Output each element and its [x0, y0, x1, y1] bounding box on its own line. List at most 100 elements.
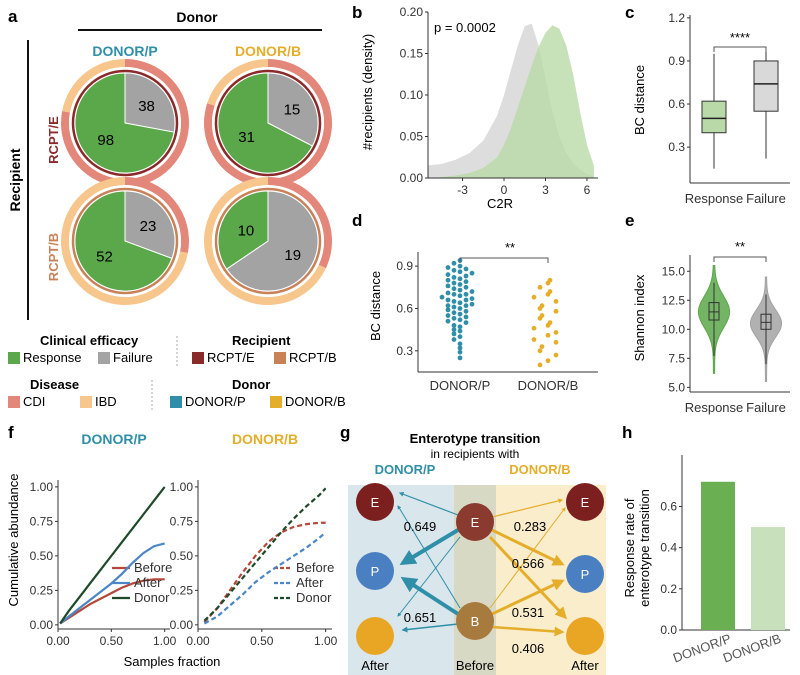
after-right-label: After — [571, 658, 599, 673]
panel-f-subtitle-1: DONOR/B — [232, 431, 298, 447]
line-1-after — [203, 531, 327, 625]
point-donor-b — [553, 352, 559, 358]
violin-0-box — [708, 302, 720, 321]
panel-h-ytick-label-0: 0.0 — [660, 623, 677, 637]
point-donor-b — [531, 337, 537, 342]
node-before-e-label: E — [471, 515, 480, 530]
point-donor-p — [463, 320, 469, 325]
pie-rcpte-donorp-disease-arc-1 — [62, 59, 125, 113]
point-donor-b — [531, 294, 537, 300]
panel-h: h Response rate ofenterotype transition … — [622, 423, 790, 666]
point-donor-p — [445, 307, 451, 313]
point-donor-b — [537, 284, 543, 290]
panel-f-xtick-label-0-1: 0.50 — [100, 634, 124, 648]
panel-b-pvalue: p = 0.0002 — [434, 20, 496, 35]
legend-response-swatch — [8, 352, 20, 364]
node-after-left-b — [356, 617, 394, 655]
edge-be-p — [491, 528, 565, 566]
panel-f-ytick-label-0-1: 0.25 — [30, 583, 54, 597]
edge-be-b — [488, 535, 568, 620]
value-pb-b: 0.651 — [404, 610, 437, 625]
legend-recipient-title: Recipient — [232, 333, 291, 348]
violin-1-box — [760, 313, 772, 330]
panel-b-xlabel: C2R — [487, 196, 513, 211]
panel-h-ylabel: Response rate ofenterotype transition — [622, 489, 652, 607]
legend-rcpt-e-label: RCPT/E — [207, 350, 255, 365]
point-donor-p — [451, 275, 457, 280]
panel-f-xtick-label-1-1: 0.50 — [250, 634, 274, 648]
panel-c-xtick-label-0: Response — [685, 191, 744, 206]
edge-bb-e — [489, 507, 566, 609]
panel-c-sig-bracket — [713, 46, 767, 52]
pie-rcpte-donorp-response-slice — [74, 72, 175, 174]
panel-f: f Cumulative abundance Samples fraction … — [6, 423, 338, 669]
panel-c-ytick-label-3: 1.2 — [668, 11, 685, 25]
node-after-left-e-label: E — [371, 495, 380, 510]
panel-d-xtick-label-1: DONOR/B — [518, 378, 579, 393]
panel-g-title: Enterotype transition — [410, 431, 541, 446]
panel-f-subtitle-0: DONOR/P — [81, 431, 146, 447]
point-donor-p — [451, 323, 457, 328]
point-donor-b — [531, 325, 537, 331]
panel-b-ylabel: #recipients (density) — [360, 34, 375, 150]
point-donor-p — [457, 328, 463, 334]
panel-g-label: g — [340, 423, 350, 442]
panel-c-ytick-label-1: 0.6 — [668, 97, 685, 111]
point-donor-p — [469, 296, 475, 301]
before-label: Before — [456, 658, 494, 673]
point-donor-p — [457, 276, 463, 282]
point-donor-b — [545, 332, 551, 338]
legend-donor-b-label: DONOR/B — [285, 394, 346, 409]
pie-rcptb-donorb-response-count: 10 — [238, 222, 255, 239]
row-label-rcpt-b: RCPT/B — [46, 233, 61, 281]
legend-rcpt-b-swatch — [274, 352, 286, 364]
value-bb-p: 0.531 — [512, 605, 545, 620]
panel-h-xtick-label-1: DONOR/B — [721, 631, 783, 666]
panel-h-ytick-label-2: 0.4 — [660, 541, 677, 555]
edge-be-e — [491, 498, 564, 518]
panel-d-xtick-label-0: DONOR/P — [430, 378, 491, 393]
panel-b-label: b — [352, 3, 362, 22]
node-before-b-label: B — [471, 614, 480, 629]
point-donor-b — [547, 289, 553, 294]
panel-c-ytick-label-2: 0.9 — [668, 54, 685, 68]
legend-donor-b-swatch — [270, 396, 282, 408]
node-before-b — [456, 602, 494, 640]
point-donor-p — [451, 280, 457, 286]
line-0-before — [59, 578, 165, 625]
legend-cdi-swatch — [8, 396, 20, 408]
pie-rcptb-donorb-failure-slice — [225, 190, 319, 292]
point-donor-p — [463, 266, 469, 272]
pie-charts: 38 98 15 31 23 52 19 10 — [60, 59, 333, 305]
point-donor-p — [451, 299, 457, 304]
panel-d-plot: 0.3 0.6 0.9 DONOR/P DONOR/B — [396, 252, 598, 393]
panel-f-ytick-label-0-0: 0.00 — [30, 618, 54, 632]
point-donor-p — [457, 293, 463, 299]
panel-f-legend-label-0-1: After — [134, 575, 162, 590]
row-label-rcpt-e: RCPT/E — [46, 116, 61, 164]
panel-f-ytick-label-1-1: 0.25 — [170, 583, 194, 597]
point-donor-p — [451, 315, 457, 321]
node-after-right-p — [566, 555, 604, 593]
panel-h-ytick-label-3: 0.6 — [660, 499, 677, 513]
edge-bb-p — [491, 579, 565, 616]
node-after-right-b — [566, 617, 604, 655]
value-be-p: 0.566 — [512, 556, 545, 571]
point-donor-p — [457, 306, 463, 311]
point-donor-p — [451, 291, 457, 297]
pie-rcpte-donorb-response-count: 31 — [238, 129, 255, 146]
panel-d: d BC distance ** 0.3 0.6 0.9 DONOR/P DONOR/B — [352, 211, 598, 393]
pie-rcptb-donorp-failure-count: 23 — [140, 218, 157, 235]
panel-f-xtick-label-0-0: 0.00 — [46, 634, 70, 648]
line-1-donor — [203, 487, 327, 622]
point-donor-p — [457, 282, 463, 287]
panel-e-ytick-label-3: 12.5 — [662, 293, 686, 307]
box-1-iqr — [753, 60, 779, 112]
edge-pb-e — [397, 505, 461, 609]
pie-rcpte-donorb-failure-count: 15 — [284, 101, 301, 118]
point-donor-p — [469, 270, 475, 276]
panel-f-legend-label-1-1: After — [296, 575, 324, 590]
point-donor-p — [469, 301, 475, 307]
panel-f-ytick-label-1-2: 0.50 — [170, 549, 194, 563]
